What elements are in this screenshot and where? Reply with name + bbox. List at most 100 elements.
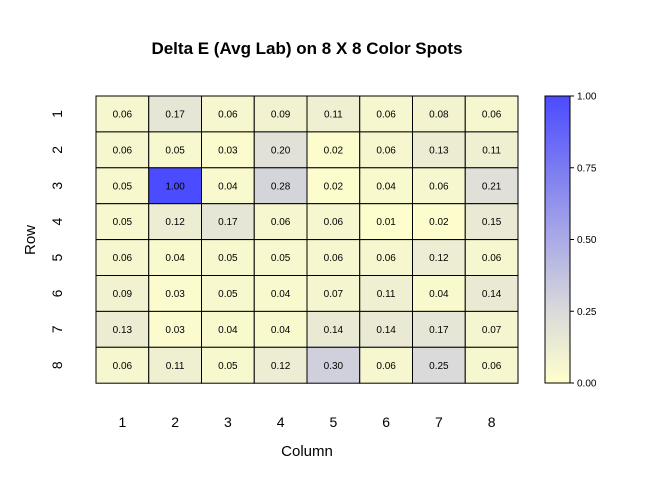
cell-value-label: 0.13 (113, 325, 133, 336)
x-tick-label: 2 (171, 414, 179, 430)
cell-value-label: 0.02 (429, 217, 449, 228)
heatmap-cell-rect (201, 203, 255, 241)
colorbar-tick-label: 0.25 (577, 307, 597, 318)
heatmap-cell: 0.06 (359, 346, 413, 384)
heatmap-cell: 0.12 (148, 203, 202, 241)
heatmap-cell: 0.17 (201, 203, 255, 241)
cell-value-label: 0.05 (113, 217, 133, 228)
chart-title: Delta E (Avg Lab) on 8 X 8 Color Spots (151, 39, 462, 58)
heatmap-cell: 0.07 (306, 275, 361, 312)
cell-value-label: 0.30 (324, 361, 344, 372)
heatmap-cell-rect (253, 239, 308, 277)
cell-value-label: 0.04 (218, 181, 238, 192)
cell-value-label: 0.04 (376, 181, 396, 192)
cell-value-label: 0.06 (271, 217, 291, 228)
cell-value-label: 0.28 (271, 181, 291, 192)
heatmap-grid: 0.06 0.17 0.06 0.09 0.11 0.06 0.08 0.06 0.06 0.05… (95, 95, 519, 384)
heatmap-cell: 0.08 (412, 95, 466, 133)
heatmap-cell-rect (253, 203, 308, 241)
x-axis-label: Column (281, 443, 333, 460)
heatmap-cell: 0.11 (148, 346, 202, 384)
cell-value-label: 0.05 (218, 361, 238, 372)
cell-value-label: 0.06 (376, 253, 396, 264)
heatmap-cell-rect (95, 95, 150, 133)
cell-value-label: 1.00 (165, 181, 185, 192)
cell-value-label: 0.04 (165, 253, 185, 264)
cell-value-label: 0.03 (165, 325, 185, 336)
heatmap-cell: 0.06 (306, 239, 361, 277)
heatmap-cell-rect (201, 167, 255, 205)
heatmap-cell-rect (95, 346, 150, 384)
heatmap-cell: 0.14 (464, 275, 519, 312)
cell-value-label: 0.06 (113, 253, 133, 264)
heatmap-cell-rect (306, 275, 361, 312)
heatmap-cell-rect (148, 95, 202, 133)
cell-value-label: 0.06 (482, 109, 502, 120)
cell-value-label: 0.05 (165, 145, 185, 156)
heatmap-cell: 0.13 (412, 131, 466, 169)
x-tick-label: 6 (382, 414, 390, 430)
heatmap-cell: 0.17 (412, 310, 466, 348)
heatmap-cell-rect (464, 239, 519, 277)
cell-value-label: 0.06 (324, 217, 344, 228)
cell-value-label: 0.15 (482, 217, 502, 228)
y-tick-label: 6 (49, 289, 65, 297)
cell-value-label: 0.01 (376, 217, 396, 228)
cell-value-label: 0.17 (165, 109, 185, 120)
cell-value-label: 0.06 (113, 109, 133, 120)
heatmap-cell: 0.04 (253, 275, 308, 312)
heatmap-cell: 0.02 (306, 167, 361, 205)
cell-value-label: 0.11 (324, 109, 343, 120)
y-axis-ticks: 1 2 3 4 5 6 7 8 (49, 110, 65, 369)
cell-value-label: 0.17 (218, 217, 238, 228)
heatmap-cell-rect (359, 346, 413, 384)
heatmap-cell: 0.06 (359, 239, 413, 277)
heatmap-cell: 0.03 (148, 275, 202, 312)
heatmap-cell: 0.04 (201, 310, 255, 348)
x-tick-label: 4 (277, 414, 285, 430)
cell-value-label: 0.05 (218, 289, 238, 300)
cell-value-label: 0.08 (429, 109, 449, 120)
cell-value-label: 0.06 (482, 253, 502, 264)
heatmap-cell: 0.21 (464, 167, 519, 205)
heatmap-cell: 0.03 (201, 131, 255, 169)
heatmap-cell-rect (148, 167, 202, 205)
heatmap-cell: 0.11 (464, 131, 519, 169)
heatmap-cell: 0.06 (95, 95, 150, 133)
heatmap-cell: 0.28 (253, 167, 308, 205)
heatmap-cell: 0.09 (253, 95, 308, 133)
heatmap-cell: 0.04 (412, 275, 466, 312)
cell-value-label: 0.02 (324, 145, 344, 156)
heatmap-cell: 0.06 (412, 167, 466, 205)
y-tick-label: 1 (49, 110, 65, 118)
colorbar-tick-label: 0.00 (577, 379, 597, 390)
heatmap-cell: 0.06 (95, 346, 150, 384)
colorbar-tick-label: 1.00 (577, 92, 597, 103)
heatmap-cell: 0.06 (95, 239, 150, 277)
heatmap-cell-rect (464, 275, 519, 312)
heatmap-cell: 0.06 (359, 131, 413, 169)
cell-value-label: 0.07 (324, 289, 344, 300)
cell-value-label: 0.05 (113, 181, 133, 192)
x-tick-label: 7 (435, 414, 443, 430)
cell-value-label: 0.06 (113, 145, 133, 156)
x-tick-label: 1 (118, 414, 126, 430)
cell-value-label: 0.25 (429, 361, 449, 372)
heatmap-cell: 0.14 (306, 310, 361, 348)
cell-value-label: 0.04 (218, 325, 238, 336)
heatmap-cell: 0.06 (95, 131, 150, 169)
cell-value-label: 0.06 (376, 145, 396, 156)
heatmap-cell-rect (253, 131, 308, 169)
colorbar: 0.00 0.25 0.50 0.75 1.00 (544, 92, 597, 390)
heatmap-cell-rect (201, 310, 255, 348)
heatmap-cell: 0.06 (464, 239, 519, 277)
heatmap-cell: 0.25 (412, 346, 466, 384)
heatmap-cell-rect (306, 310, 361, 348)
x-tick-label: 5 (329, 414, 337, 430)
colorbar-tick-label: 0.50 (577, 235, 597, 246)
heatmap-cell-rect (306, 239, 361, 277)
x-axis-ticks: 1 2 3 4 5 6 7 8 (118, 414, 495, 430)
cell-value-label: 0.12 (165, 217, 185, 228)
heatmap-cell-rect (201, 346, 255, 384)
cell-value-label: 0.04 (271, 325, 291, 336)
